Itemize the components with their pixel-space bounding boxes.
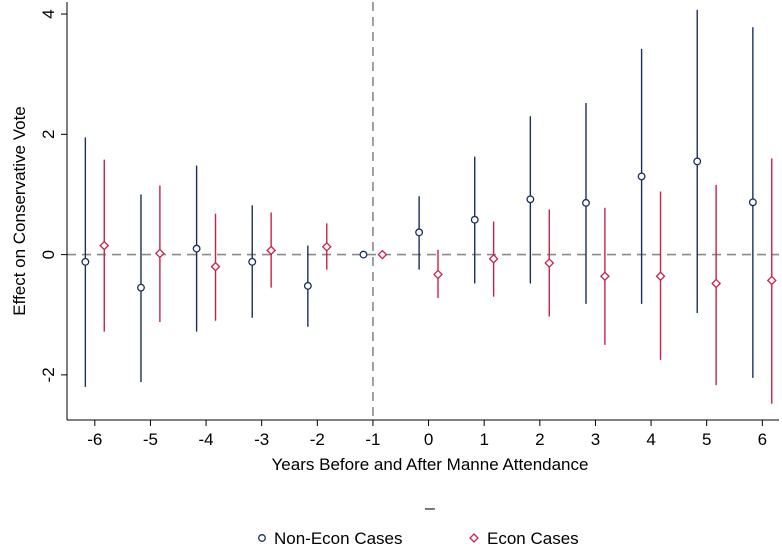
data-point <box>321 241 332 252</box>
x-tick-label: -1 <box>365 430 380 449</box>
x-tick-label: -5 <box>143 430 158 449</box>
data-point <box>470 215 479 224</box>
x-axis-title: Years Before and After Manne Attendance <box>272 455 589 474</box>
x-tick-label: 2 <box>535 430 544 449</box>
plot-area <box>67 2 779 420</box>
data-point <box>488 253 499 264</box>
data-point <box>711 278 722 289</box>
data-point <box>266 245 277 256</box>
x-tick-label: 4 <box>646 430 655 449</box>
legend-marker-econ <box>469 533 479 543</box>
legend-label-non-econ: Non-Econ Cases <box>274 529 403 548</box>
legend: Non-Econ Cases Econ Cases <box>258 529 579 548</box>
y-tick-label: 0 <box>39 250 58 259</box>
data-point <box>582 198 590 207</box>
x-tick-label: -6 <box>87 430 102 449</box>
data-point <box>81 257 90 266</box>
data-point <box>599 271 610 282</box>
legend-marker-non-econ <box>258 534 266 542</box>
x-tick-label: 3 <box>591 430 600 449</box>
data-point <box>192 244 201 253</box>
data-point <box>248 257 257 266</box>
y-axis-title: Effect on Conservative Vote <box>10 106 29 315</box>
data-point <box>433 269 443 280</box>
data-point <box>154 248 165 259</box>
x-tick-label: 0 <box>424 430 433 449</box>
y-tick-label: -2 <box>39 367 58 382</box>
x-tick-label: 1 <box>479 430 488 449</box>
data-point <box>526 195 535 204</box>
data-point <box>748 198 757 207</box>
y-tick-label: 4 <box>39 9 58 18</box>
data-point <box>99 240 110 251</box>
y-tick-label: 2 <box>39 130 58 139</box>
x-tick-label: 5 <box>702 430 711 449</box>
x-tick-label: 6 <box>758 430 767 449</box>
data-point <box>693 157 702 166</box>
series-econ <box>99 158 777 404</box>
legend-label-econ: Econ Cases <box>487 529 579 548</box>
data-point <box>359 250 368 259</box>
caption-text: _ <box>424 491 435 510</box>
x-tick-label: -2 <box>310 430 325 449</box>
x-tick-label: -3 <box>254 430 269 449</box>
data-point <box>766 275 777 286</box>
data-point <box>303 281 312 290</box>
x-tick-label: -4 <box>199 430 214 449</box>
data-point <box>415 228 424 237</box>
data-point <box>637 172 646 181</box>
data-point <box>377 249 388 260</box>
axes: -6 -5 -4 -3 -2 -1 0 1 2 3 4 5 6 -2 0 2 4 <box>39 2 779 449</box>
data-point <box>544 258 555 268</box>
data-point <box>137 283 145 292</box>
data-point <box>210 261 221 272</box>
chart-marks <box>81 9 777 404</box>
series-non-econ <box>81 9 757 387</box>
data-point <box>655 271 666 282</box>
